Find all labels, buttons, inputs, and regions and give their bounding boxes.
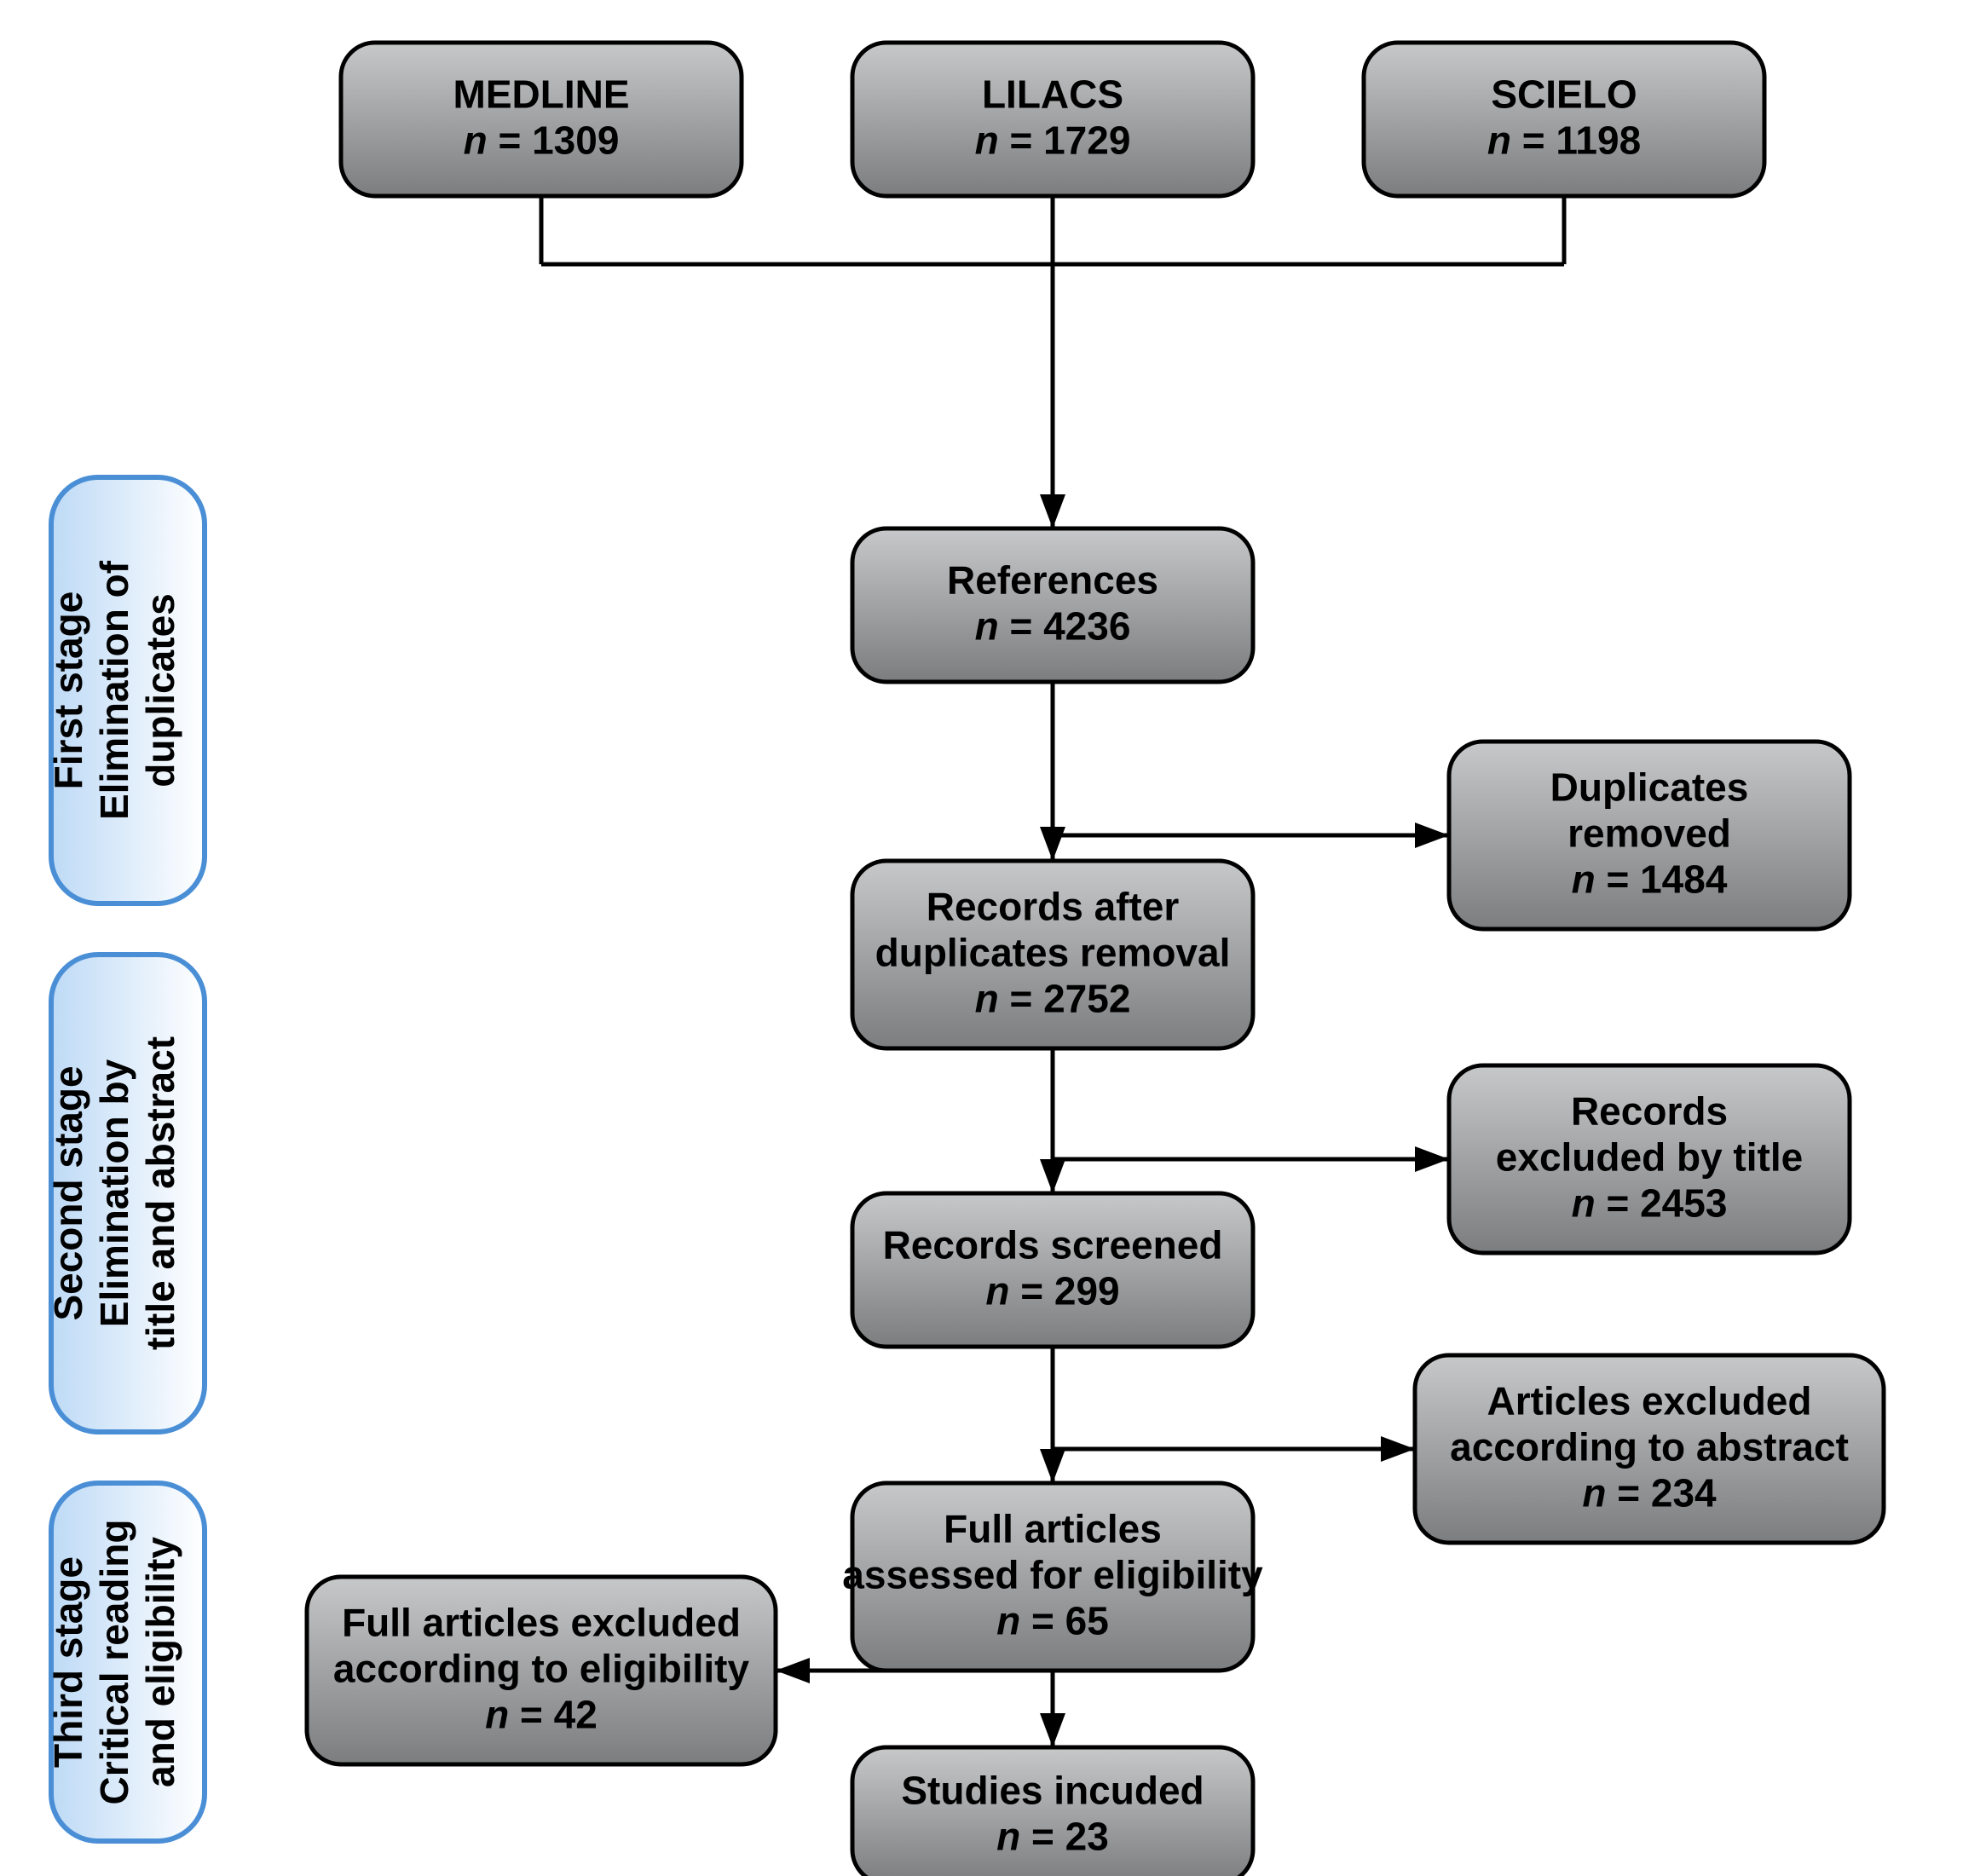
- node-text: LILACS: [982, 72, 1123, 117]
- node-text: n = 1484: [1572, 857, 1728, 902]
- node-text: Records screened: [883, 1223, 1223, 1267]
- node-text: MEDLINE: [453, 72, 630, 117]
- flow-node-lilacs: LILACSn = 1729: [852, 43, 1253, 196]
- flow-node-medline: MEDLINEn = 1309: [341, 43, 742, 196]
- node-text: n = 42: [485, 1693, 598, 1737]
- flow-node-scielo: SCIELOn = 1198: [1364, 43, 1764, 196]
- stage3-label: Third stageCritical readingand eligibili…: [46, 1483, 205, 1841]
- node-text: n = 1198: [1487, 118, 1641, 163]
- node-text: SCIELO: [1491, 72, 1637, 117]
- flow-node-excl_title: Recordsexcluded by titlen = 2453: [1449, 1065, 1850, 1253]
- flow-node-excl_elig: Full articles excludedaccording to eligi…: [307, 1577, 776, 1764]
- stage1-label: First stageElimination ofduplicates: [46, 477, 205, 903]
- node-text: Studies incuded: [901, 1769, 1204, 1813]
- node-text: removed: [1567, 811, 1731, 856]
- node-text: Records after: [927, 885, 1180, 929]
- node-text: according to abstract: [1450, 1425, 1849, 1469]
- node-text: References: [947, 558, 1158, 603]
- flow-node-refs: Referencesn = 4236: [852, 528, 1253, 682]
- flow-node-screened: Records screenedn = 299: [852, 1193, 1253, 1347]
- node-text: excluded by title: [1496, 1135, 1803, 1180]
- node-text: n = 234: [1582, 1471, 1717, 1515]
- flow-node-after_dup: Records afterduplicates removaln = 2752: [852, 861, 1253, 1048]
- node-text: n = 23: [996, 1815, 1109, 1859]
- stage2-label: Second stageElimination bytitle and abst…: [46, 955, 205, 1432]
- node-text: Articles excluded: [1487, 1379, 1812, 1423]
- node-text: Full articles excluded: [342, 1601, 741, 1645]
- stage-text: First stageElimination ofduplicates: [46, 560, 182, 820]
- node-text: Full articles: [944, 1507, 1162, 1551]
- node-text: according to eligibility: [333, 1647, 750, 1691]
- node-text: n = 2752: [975, 977, 1131, 1021]
- flow-node-dup_rm: Duplicatesremovedn = 1484: [1449, 742, 1850, 929]
- node-text: Records: [1571, 1089, 1728, 1134]
- node-text: n = 2453: [1572, 1181, 1728, 1226]
- node-text: assessed for eligibility: [842, 1553, 1263, 1597]
- stage-text: Third stageCritical readingand eligibili…: [46, 1520, 182, 1805]
- flow-node-full_elig: Full articlesassessed for eligibilityn =…: [842, 1483, 1263, 1671]
- node-text: n = 4236: [975, 604, 1131, 649]
- stage-text: Second stageElimination bytitle and abst…: [46, 1036, 182, 1350]
- node-text: n = 65: [996, 1599, 1109, 1643]
- flow-node-included: Studies incudedn = 23: [852, 1747, 1253, 1876]
- node-text: duplicates removal: [875, 931, 1231, 975]
- node-text: n = 1729: [975, 118, 1131, 163]
- node-text: Duplicates: [1550, 765, 1749, 810]
- flow-node-excl_abs: Articles excludedaccording to abstractn …: [1415, 1355, 1884, 1543]
- node-text: n = 299: [985, 1269, 1119, 1313]
- node-text: n = 1309: [464, 118, 620, 163]
